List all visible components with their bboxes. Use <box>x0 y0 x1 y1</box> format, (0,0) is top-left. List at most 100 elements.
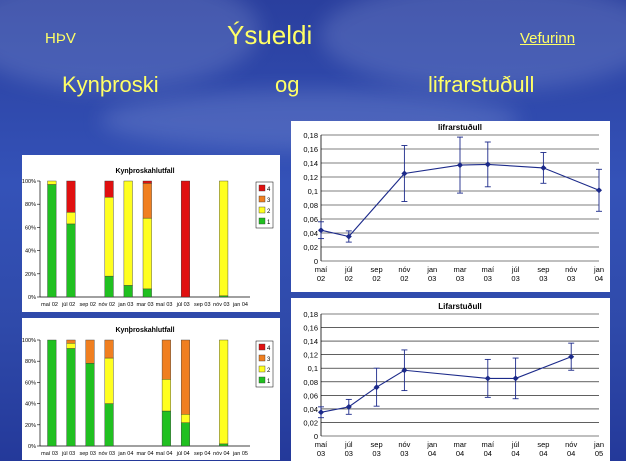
legend-swatch-4 <box>258 184 266 192</box>
line-chart-svg: lifrarstuðull 0 0,02 0,04 0,06 0,08 0,1 0,12 0,1… <box>303 123 604 283</box>
bar-segment-stage-2 <box>47 180 57 185</box>
x-tick-label: 03 <box>511 274 519 283</box>
data-point <box>401 170 408 177</box>
legend-swatch-1 <box>258 376 266 384</box>
bar-segment-stage-1 <box>47 339 57 447</box>
x-tick-label: 03 <box>456 274 464 283</box>
legend-swatch-4 <box>258 343 266 351</box>
y-tick-label: 100% <box>22 338 36 344</box>
x-tick-label: 02 <box>317 274 325 283</box>
y-tick-label: 0,08 <box>303 378 318 387</box>
bar-segment-stage-2 <box>66 212 76 225</box>
legend-swatch-1 <box>258 217 266 225</box>
bar-segment-stage-2 <box>123 180 133 286</box>
y-tick-label: 20% <box>25 423 36 429</box>
x-tick-label: 03 <box>372 449 380 458</box>
x-tick-label: sep <box>537 265 549 274</box>
x-tick-label: maí <box>482 440 495 449</box>
y-tick-label: 0,08 <box>303 201 318 210</box>
x-tick-label: maí 02 <box>41 302 58 308</box>
subtitle-lifrarstudull: lifrarstuðull <box>428 72 535 97</box>
chart-title: Kynþroskahlutfall <box>115 327 174 334</box>
x-tick-label: 05 <box>595 449 603 458</box>
y-tick-label: 80% <box>25 359 36 365</box>
bar-chart-svg: Kynþroskahlutfall 0% 20% 40% 60% 80% 100% maí 0… <box>22 327 274 457</box>
data-point <box>540 164 547 171</box>
y-tick-label: 100% <box>22 179 36 185</box>
x-tick-label: sep 04 <box>194 451 211 457</box>
x-tick-label: mar <box>454 265 467 274</box>
y-tick-label: 0 <box>314 432 318 441</box>
y-tick-label: 0,04 <box>303 229 318 238</box>
data-point <box>484 375 491 382</box>
bar-segment-stage-2 <box>161 379 171 412</box>
legend-swatch-3 <box>258 354 266 362</box>
x-tick-label: jan 05 <box>232 451 248 457</box>
bar-segment-stage-3 <box>161 339 171 380</box>
data-point <box>318 409 324 416</box>
x-tick-label: maí 04 <box>156 451 173 457</box>
x-tick-label: 03 <box>484 274 492 283</box>
x-tick-label: 03 <box>317 449 325 458</box>
x-tick-label: júl <box>344 440 353 449</box>
x-tick-label: 04 <box>428 449 436 458</box>
legend-label: 4 <box>267 187 271 193</box>
x-tick-label: sep 02 <box>79 302 96 308</box>
data-point <box>373 384 380 391</box>
x-tick-label: jan <box>426 265 437 274</box>
subtitle-og: og <box>275 72 300 97</box>
bar-segment-stage-1 <box>47 184 57 298</box>
x-tick-label: sep 03 <box>79 451 96 457</box>
bar-chart-svg: Kynþroskahlutfall 0% 20% 40% 60% 80% 100% maí 0… <box>22 168 274 308</box>
data-point <box>401 367 408 374</box>
x-tick-label: 03 <box>539 274 547 283</box>
bar-segment-stage-3 <box>85 339 95 364</box>
bar-segment-stage-1 <box>66 348 76 447</box>
y-tick-label: 20% <box>25 272 36 278</box>
data-point <box>345 233 352 240</box>
y-tick-label: 0,1 <box>308 187 318 196</box>
x-tick-label: 04 <box>539 449 547 458</box>
x-tick-label: 04 <box>595 274 603 283</box>
legend-box <box>255 181 274 229</box>
x-tick-label: nóv 02 <box>99 302 116 308</box>
bar-segment-stage-3 <box>66 339 76 344</box>
bar-segment-stage-3 <box>180 339 190 415</box>
x-tick-label: jan 04 <box>117 451 133 457</box>
bar-segment-stage-2 <box>142 217 152 290</box>
website-link[interactable]: Vefurinn <box>520 30 576 47</box>
chart-kynthroskahlutfall-2002: Kynþroskahlutfall 0% 20% 40% 60% 80% 100% maí 0… <box>22 155 280 312</box>
x-tick-label: júl 03 <box>176 302 190 308</box>
x-tick-label: 02 <box>345 274 353 283</box>
x-tick-label: mar <box>454 440 467 449</box>
y-tick-label: 0,12 <box>303 351 318 360</box>
legend-swatch-3 <box>258 195 266 203</box>
y-tick-label: 0,1 <box>308 364 318 373</box>
y-tick-label: 60% <box>25 380 36 386</box>
x-tick-label: sep <box>537 440 549 449</box>
bar-segment-stage-1 <box>104 275 114 298</box>
legend-label: 3 <box>267 357 271 363</box>
x-tick-label: jan <box>593 265 604 274</box>
x-tick-label: maí <box>482 265 495 274</box>
page-title: Ýsueldi <box>227 20 313 50</box>
x-tick-label: júl <box>344 265 353 274</box>
y-tick-label: 0% <box>28 295 36 301</box>
bar-segment-stage-1 <box>161 410 171 447</box>
x-tick-label: 03 <box>567 274 575 283</box>
x-tick-label: sep <box>371 265 383 274</box>
y-tick-label: 0,06 <box>303 215 318 224</box>
legend-label: 2 <box>267 209 271 215</box>
x-tick-label: maí <box>315 265 328 274</box>
legend-label: 2 <box>267 368 271 374</box>
x-tick-label: 03 <box>345 449 353 458</box>
x-tick-label: 04 <box>511 449 519 458</box>
bar-segment-stage-1 <box>104 403 114 447</box>
legend-label: 1 <box>267 220 271 226</box>
y-tick-label: 0,18 <box>303 131 318 140</box>
x-tick-label: jan 03 <box>117 302 133 308</box>
x-tick-label: 02 <box>400 274 408 283</box>
data-point <box>512 375 519 382</box>
data-point <box>596 187 602 194</box>
